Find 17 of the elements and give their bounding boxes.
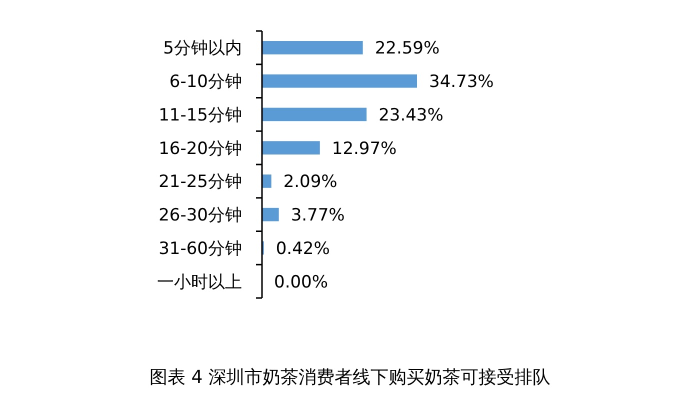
text: 图表 4 深圳市奶茶消费者线下购买奶茶可接受排队 — [150, 367, 550, 388]
y-tick-label: 5分钟以内 — [163, 38, 242, 59]
data-label: 0.42% — [276, 238, 330, 259]
y-tick-label: 21-25分钟 — [158, 172, 242, 192]
data-label: 3.77% — [290, 206, 345, 226]
y-tick-label: 11-15分钟 — [158, 105, 242, 126]
y-tick-label: 26-30分钟 — [158, 206, 242, 226]
y-tick-label: 16-20分钟 — [158, 138, 242, 159]
data-label: 0.00% — [274, 272, 328, 292]
y-tick-label: 一小时以上 — [157, 272, 242, 292]
y-tick-label: 6-10分钟 — [169, 72, 242, 92]
data-label: 2.09% — [283, 172, 338, 192]
y-tick-label: 31-60分钟 — [158, 238, 242, 259]
data-label: 22.59% — [374, 38, 440, 59]
data-label: 23.43% — [378, 105, 444, 126]
data-label: 34.73% — [429, 72, 494, 92]
data-label: 12.97% — [332, 138, 397, 159]
